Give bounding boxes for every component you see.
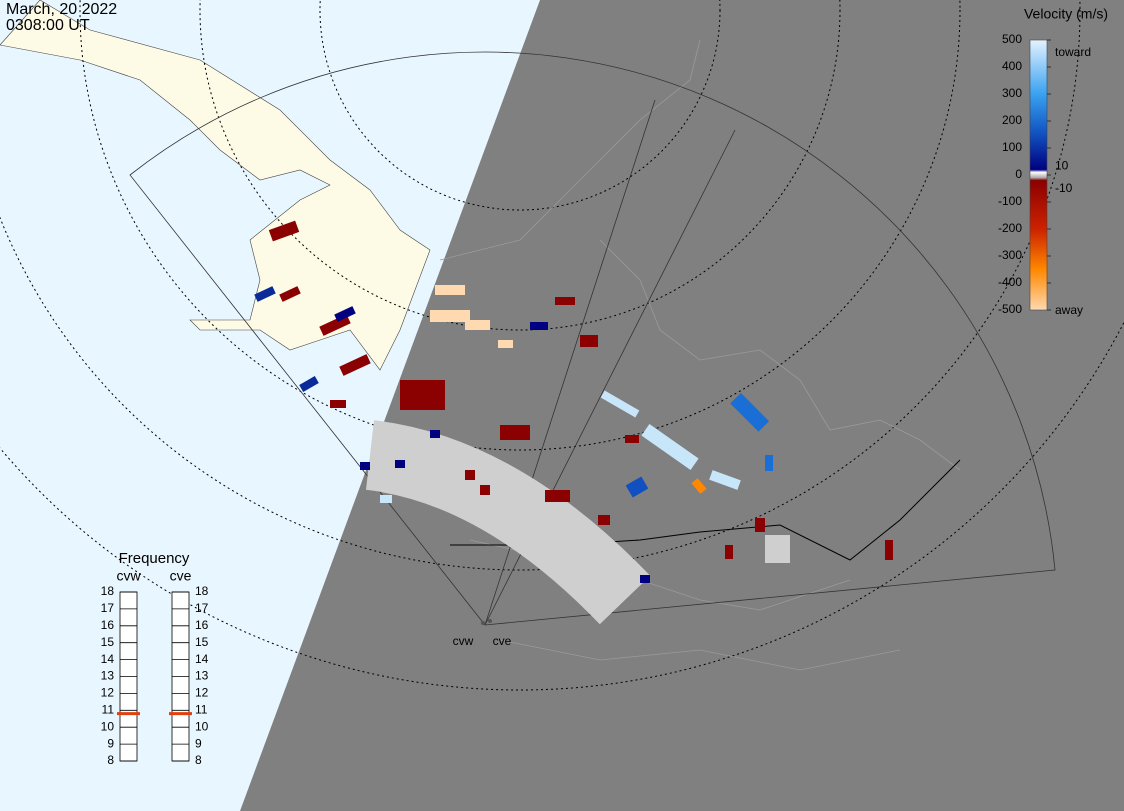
colorbar-tick-label: 400: [1002, 59, 1022, 73]
frequency-tick-label: 14: [101, 652, 115, 666]
frequency-radar-name: cvw: [116, 568, 141, 584]
frequency-tick-label: 8: [107, 753, 114, 767]
latitude-circles: [0, 0, 1124, 691]
date: March, 20 2022: [6, 1, 117, 18]
colorbar-inner-label: 10: [1055, 158, 1069, 172]
time: 0308:00 UT: [6, 17, 90, 34]
frequency-tick-label: 16: [195, 618, 209, 632]
velocity-cells: [254, 220, 893, 583]
frequency-tick-label: 10: [101, 719, 115, 733]
colorbar-tick-label: 500: [1002, 32, 1022, 46]
colorbar-bottom-label: away: [1055, 303, 1083, 317]
frequency-tick-label: 18: [195, 584, 209, 598]
frequency-tick-label: 15: [101, 635, 115, 649]
frequency-radar-name: cve: [170, 568, 192, 584]
colorbar-title: Velocity (m/s): [1024, 6, 1108, 22]
colorbar-tick-label: 100: [1002, 140, 1022, 154]
colorbar-tick-label: 200: [1002, 113, 1022, 127]
radar-label: cve: [493, 634, 512, 648]
frequency-tick-label: 15: [195, 635, 209, 649]
colorbar-tick-label: -200: [998, 221, 1022, 235]
colorbar-inner-label: -10: [1055, 181, 1073, 195]
colorbar-tick-label: -100: [998, 194, 1022, 208]
frequency-tick-label: 8: [195, 753, 202, 767]
alaska: [0, 0, 431, 371]
colorbar: [1029, 39, 1048, 311]
frequency-tick-label: 12: [195, 686, 209, 700]
colorbar-tick-label: 0: [1015, 167, 1022, 181]
frequency-tick-label: 11: [102, 702, 115, 716]
frequency-tick-label: 14: [195, 652, 209, 666]
colorbar-tick-label: -400: [998, 275, 1022, 289]
frequency-tick-label: 18: [101, 584, 115, 598]
radar-site: [481, 621, 485, 625]
frequency-title: Frequency: [119, 550, 190, 567]
frequency-tick-label: 9: [195, 736, 202, 750]
frequency-tick-label: 17: [101, 601, 115, 615]
frequency-tick-label: 17: [195, 601, 209, 615]
frequency-tick-label: 12: [101, 686, 115, 700]
frequency-tick-label: 10: [195, 719, 209, 733]
colorbar-tick-label: -500: [998, 302, 1022, 316]
fov-outline: [129, 51, 1056, 626]
frequency-tick-label: 16: [101, 618, 115, 632]
radar-site: [488, 619, 492, 623]
frequency-tick-label: 11: [195, 702, 208, 716]
frequency-tick-label: 9: [107, 736, 114, 750]
colorbar-top-label: toward: [1055, 45, 1091, 59]
frequency-tick-label: 13: [195, 669, 209, 683]
colorbar-tick-label: 300: [1002, 86, 1022, 100]
colorbar-tick-label: -300: [998, 248, 1022, 262]
frequency-tick-label: 13: [101, 669, 115, 683]
radar-label: cvw: [453, 634, 474, 648]
